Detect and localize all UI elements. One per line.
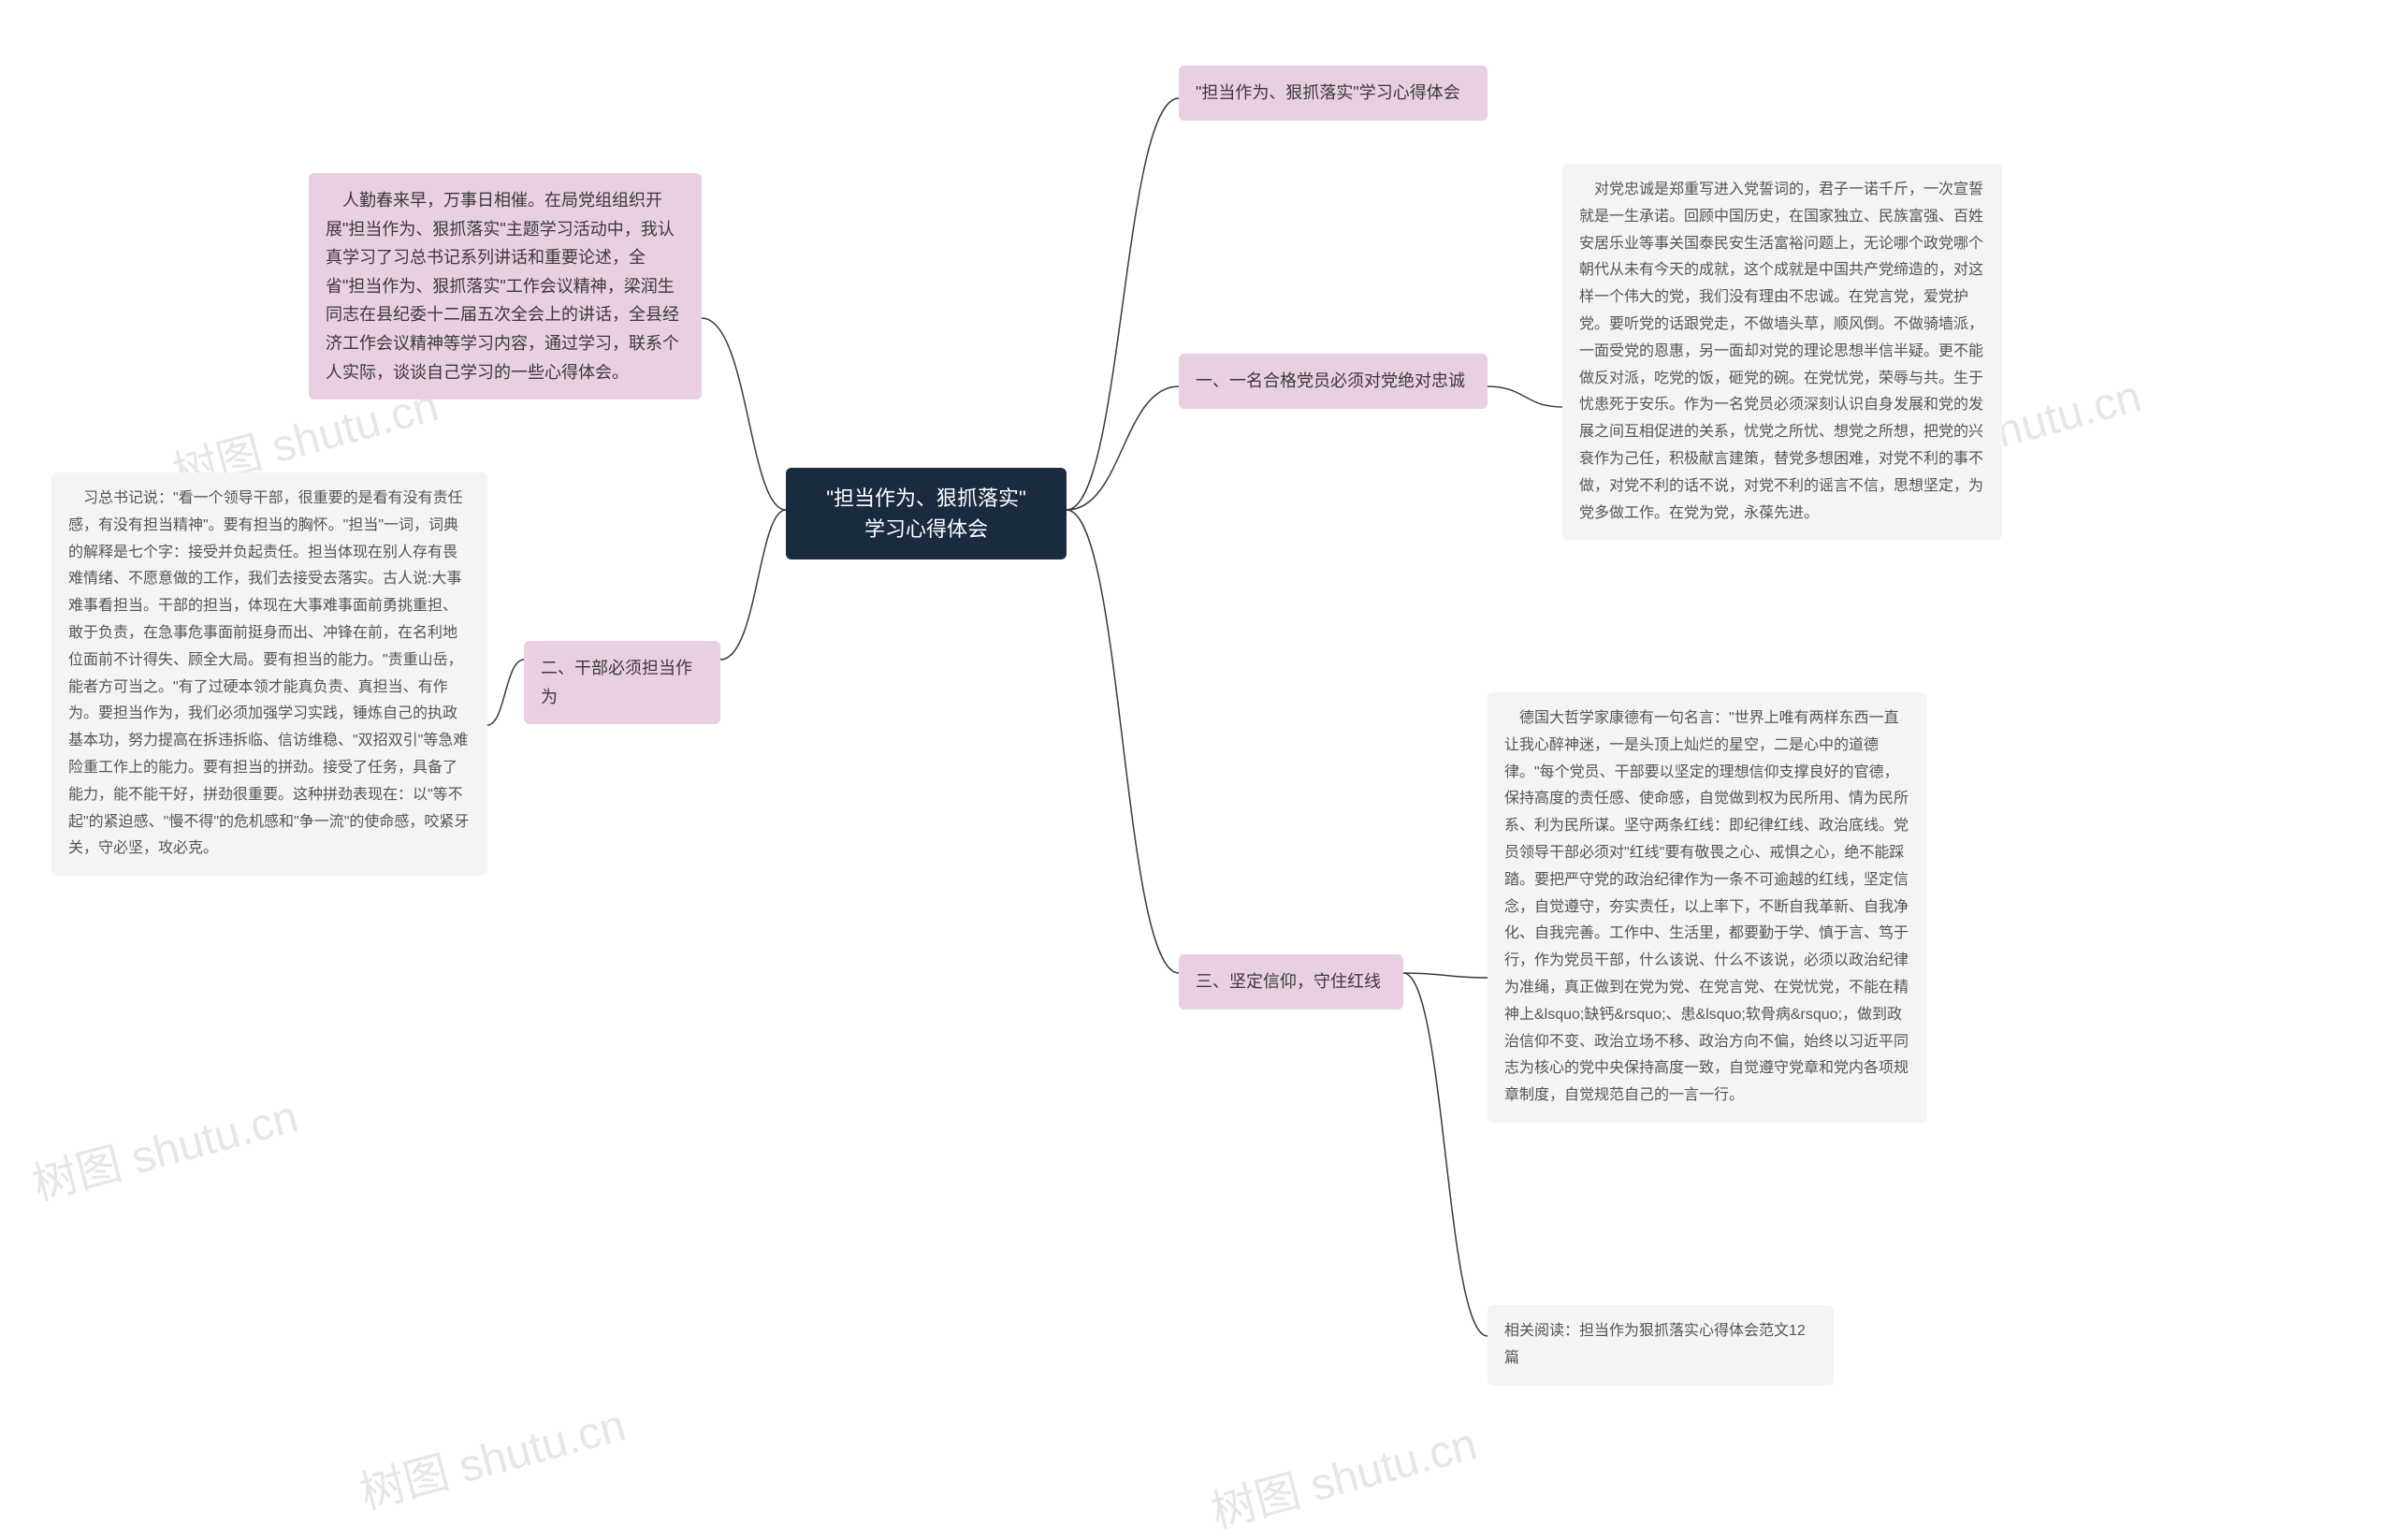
right-node-branch3-detail[interactable]: 德国大哲学家康德有一句名言："世界上唯有两样东西一直让我心醉神迷，一是头顶上灿烂… — [1488, 692, 1927, 1123]
right-node-title-echo[interactable]: "担当作为、狠抓落实"学习心得体会 — [1179, 65, 1488, 121]
mindmap-root[interactable]: "担当作为、狠抓落实" 学习心得体会 — [786, 468, 1067, 559]
left-node-intro[interactable]: 人勤春来早，万事日相催。在局党组组织开展"担当作为、狠抓落实"主题学习活动中，我… — [309, 173, 702, 400]
right-node-branch1-detail[interactable]: 对党忠诚是郑重写进入党誓词的，君子一诺千斤，一次宣誓就是一生承诺。回顾中国历史，… — [1562, 164, 2002, 540]
right-node-branch1[interactable]: 一、一名合格党员必须对党绝对忠诚 — [1179, 354, 1488, 409]
watermark: 树图 shutu.cn — [1203, 1407, 1483, 1540]
left-node-branch2-detail[interactable]: 习总书记说："看一个领导干部，很重要的是看有没有责任感，有没有担当精神"。要有担… — [51, 472, 487, 876]
watermark: 树图 shutu.cn — [24, 1080, 304, 1213]
right-node-branch3-related[interactable]: 相关阅读：担当作为狠抓落实心得体会范文12篇 — [1488, 1305, 1834, 1386]
left-node-branch2[interactable]: 二、干部必须担当作为 — [524, 641, 720, 724]
watermark: 树图 shutu.cn — [352, 1388, 631, 1522]
right-node-branch3[interactable]: 三、坚定信仰，守住红线 — [1179, 954, 1403, 1010]
